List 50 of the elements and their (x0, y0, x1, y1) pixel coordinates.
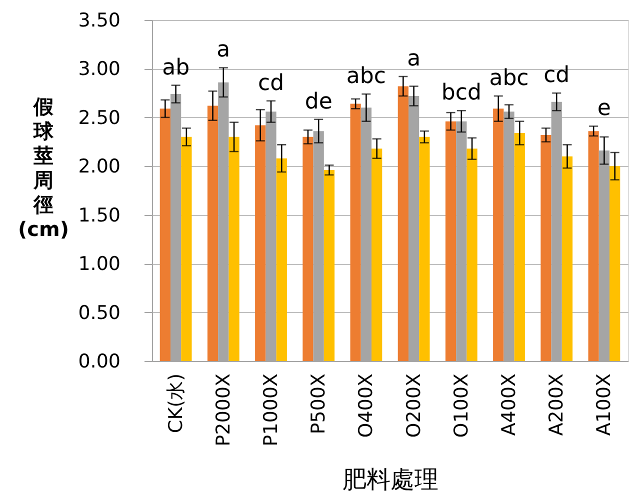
bar (398, 86, 408, 361)
annotation: a (216, 38, 230, 63)
y-tick-label: 3.50 (78, 10, 120, 32)
y-tick-label: 3.00 (78, 58, 120, 80)
y-tick-label: 2.00 (78, 156, 120, 178)
x-tick-label: P2000X (212, 374, 234, 446)
x-tick-label: CK(水) (164, 374, 187, 434)
y-tick-label: 1.50 (78, 204, 120, 226)
y-tick-label: 1.00 (78, 253, 120, 276)
annotation: de (304, 89, 332, 114)
bar (207, 106, 218, 361)
bar (324, 170, 335, 361)
x-axis-title: 肥料處理 (342, 465, 438, 494)
annotation: cd (544, 63, 570, 88)
bar (228, 136, 240, 361)
x-tick-label: O100X (450, 374, 472, 438)
annotation: abc (346, 64, 386, 90)
bar (493, 108, 504, 361)
bar (419, 136, 430, 361)
bar (445, 121, 456, 361)
x-tick-label: O200X (402, 374, 425, 438)
bar (160, 108, 170, 361)
bar (372, 148, 382, 361)
bar (302, 136, 314, 361)
annotation: ab (162, 55, 190, 80)
bar (276, 158, 287, 361)
x-tick-label: A100X (593, 374, 616, 436)
bar (588, 131, 599, 361)
annotation: cd (258, 70, 284, 96)
y-tick-label: 0.00 (78, 350, 120, 372)
bar (350, 104, 361, 361)
y-tick-label: 0.50 (78, 302, 120, 324)
bar (255, 125, 266, 361)
bar (514, 133, 525, 361)
bar (540, 134, 552, 361)
annotation: e (597, 96, 611, 122)
annotation: abc (489, 66, 529, 91)
x-tick-label: P1000X (260, 374, 282, 446)
x-tick-label: O400X (355, 374, 378, 438)
x-tick-label: A400X (498, 374, 520, 436)
bar (466, 148, 478, 361)
bar (610, 166, 620, 361)
x-tick-label: A200X (546, 374, 568, 436)
annotation: bcd (441, 80, 482, 106)
bar (562, 156, 573, 361)
y-axis-title: 假球莖周徑(cm) (18, 94, 69, 241)
x-tick-label: P500X (308, 374, 330, 434)
bar (181, 136, 192, 361)
annotation: a (407, 46, 421, 72)
y-tick-label: 2.50 (78, 106, 120, 129)
